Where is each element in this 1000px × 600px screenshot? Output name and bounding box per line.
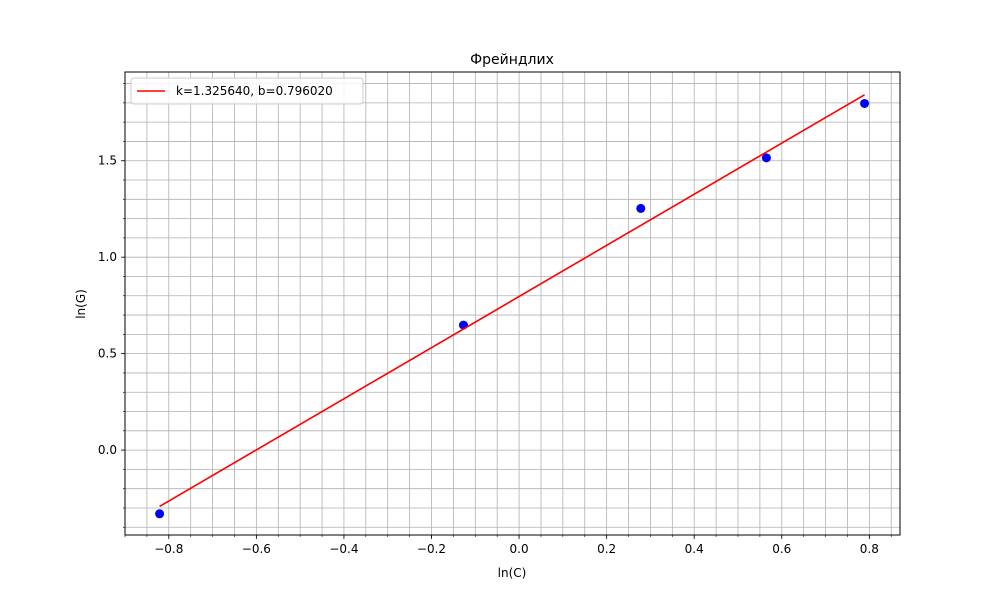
x-tick-label: 0.0 — [510, 542, 529, 556]
x-tick-label: −0.8 — [154, 542, 183, 556]
data-point — [636, 203, 646, 213]
axis-ticks: −0.8 −0.6 −0.4 −0.2 0.0 0.2 0.4 0.6 0.8 0.0 0.5 1.0… — [98, 83, 892, 556]
y-tick-label: 0.0 — [98, 443, 117, 457]
chart-title: Фрейндлих — [470, 52, 554, 68]
x-tick-label: −0.4 — [329, 542, 358, 556]
x-tick-label: 0.6 — [772, 542, 791, 556]
x-tick-label: −0.2 — [417, 542, 446, 556]
x-tick-label: −0.6 — [242, 542, 271, 556]
data-point — [860, 98, 870, 108]
legend: k=1.325640, b=0.796020 — [130, 77, 364, 105]
x-tick-label: 0.4 — [685, 542, 704, 556]
data-point — [155, 509, 165, 519]
y-tick-label: 0.5 — [98, 347, 117, 361]
y-axis-label: ln(G) — [74, 289, 88, 319]
grid — [124, 72, 900, 535]
legend-label: k=1.325640, b=0.796020 — [176, 84, 333, 98]
data-point — [761, 153, 771, 163]
legend-box — [130, 77, 364, 105]
x-axis-label: ln(C) — [498, 566, 527, 580]
plot-frame — [124, 71, 901, 536]
y-tick-label: 1.5 — [98, 154, 117, 168]
y-tick-label: 1.0 — [98, 250, 117, 264]
x-tick-label: 0.2 — [597, 542, 616, 556]
fit-line — [159, 94, 865, 508]
plot-series — [155, 94, 870, 519]
x-tick-label: 0.8 — [860, 542, 879, 556]
